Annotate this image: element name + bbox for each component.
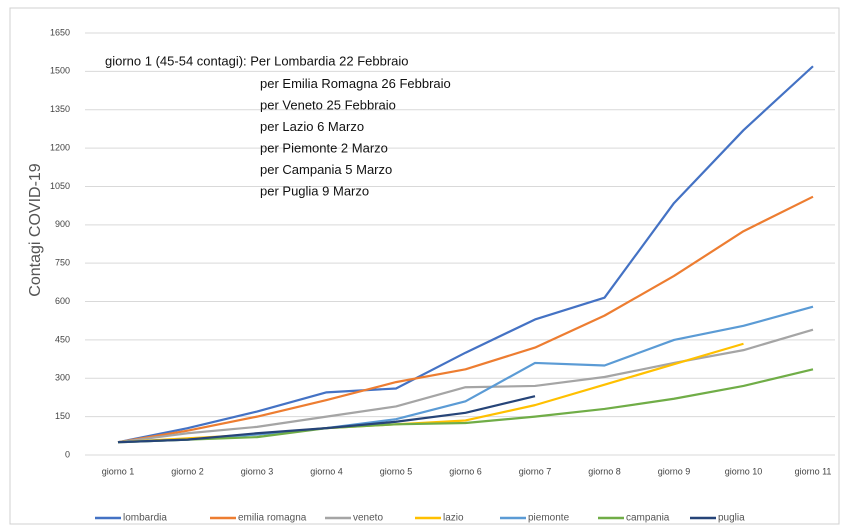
annotation: per Puglia 9 Marzo — [260, 183, 369, 198]
x-tick-label: giorno 8 — [588, 466, 621, 476]
legend-label: veneto — [353, 513, 383, 524]
series-line — [117, 195, 814, 444]
y-tick-label: 450 — [55, 334, 70, 344]
series-line — [117, 65, 814, 444]
annotation: per Veneto 25 Febbraio — [260, 97, 396, 112]
y-tick-label: 1500 — [50, 66, 70, 76]
y-tick-label: 1350 — [50, 104, 70, 114]
y-tick-label: 300 — [55, 373, 70, 383]
legend-label: lombardia — [123, 513, 167, 524]
legend-label: puglia — [718, 513, 745, 524]
x-tick-label: giorno 9 — [658, 466, 691, 476]
y-axis-label: Contagi COVID-19 — [27, 163, 44, 296]
x-tick-label: giorno 4 — [310, 466, 343, 476]
y-tick-label: 1050 — [50, 181, 70, 191]
legend-label: piemonte — [528, 513, 570, 524]
annotation: per Emilia Romagna 26 Febbraio — [260, 76, 451, 91]
y-tick-label: 600 — [55, 296, 70, 306]
x-tick-label: giorno 1 — [102, 466, 135, 476]
x-tick-label: giorno 5 — [380, 466, 413, 476]
x-tick-label: giorno 6 — [449, 466, 482, 476]
annotation: giorno 1 (45-54 contagi): Per Lombardia … — [105, 53, 409, 68]
x-tick-label: giorno 3 — [241, 466, 274, 476]
y-tick-label: 750 — [55, 258, 70, 268]
series-line — [117, 305, 814, 444]
x-tick-label: giorno 2 — [171, 466, 204, 476]
y-tick-label: 1200 — [50, 142, 70, 152]
series-line — [117, 395, 536, 444]
y-tick-label: 900 — [55, 219, 70, 229]
y-tick-label: 1650 — [50, 27, 70, 37]
legend-label: emilia romagna — [238, 513, 307, 524]
legend-label: campania — [626, 513, 670, 524]
x-tick-label: giorno 11 — [795, 466, 832, 476]
annotation: per Campania 5 Marzo — [260, 162, 392, 177]
x-tick-label: giorno 10 — [725, 466, 763, 476]
y-tick-label: 0 — [65, 449, 70, 459]
annotation: per Lazio 6 Marzo — [260, 119, 364, 134]
chart-frame — [9, 7, 840, 525]
series-line — [117, 342, 744, 444]
annotation: per Piemonte 2 Marzo — [260, 140, 388, 155]
y-tick-label: 150 — [55, 411, 70, 421]
x-tick-label: giorno 7 — [519, 466, 552, 476]
legend-label: lazio — [443, 513, 464, 524]
series-line — [117, 328, 814, 444]
series-line — [117, 368, 814, 444]
